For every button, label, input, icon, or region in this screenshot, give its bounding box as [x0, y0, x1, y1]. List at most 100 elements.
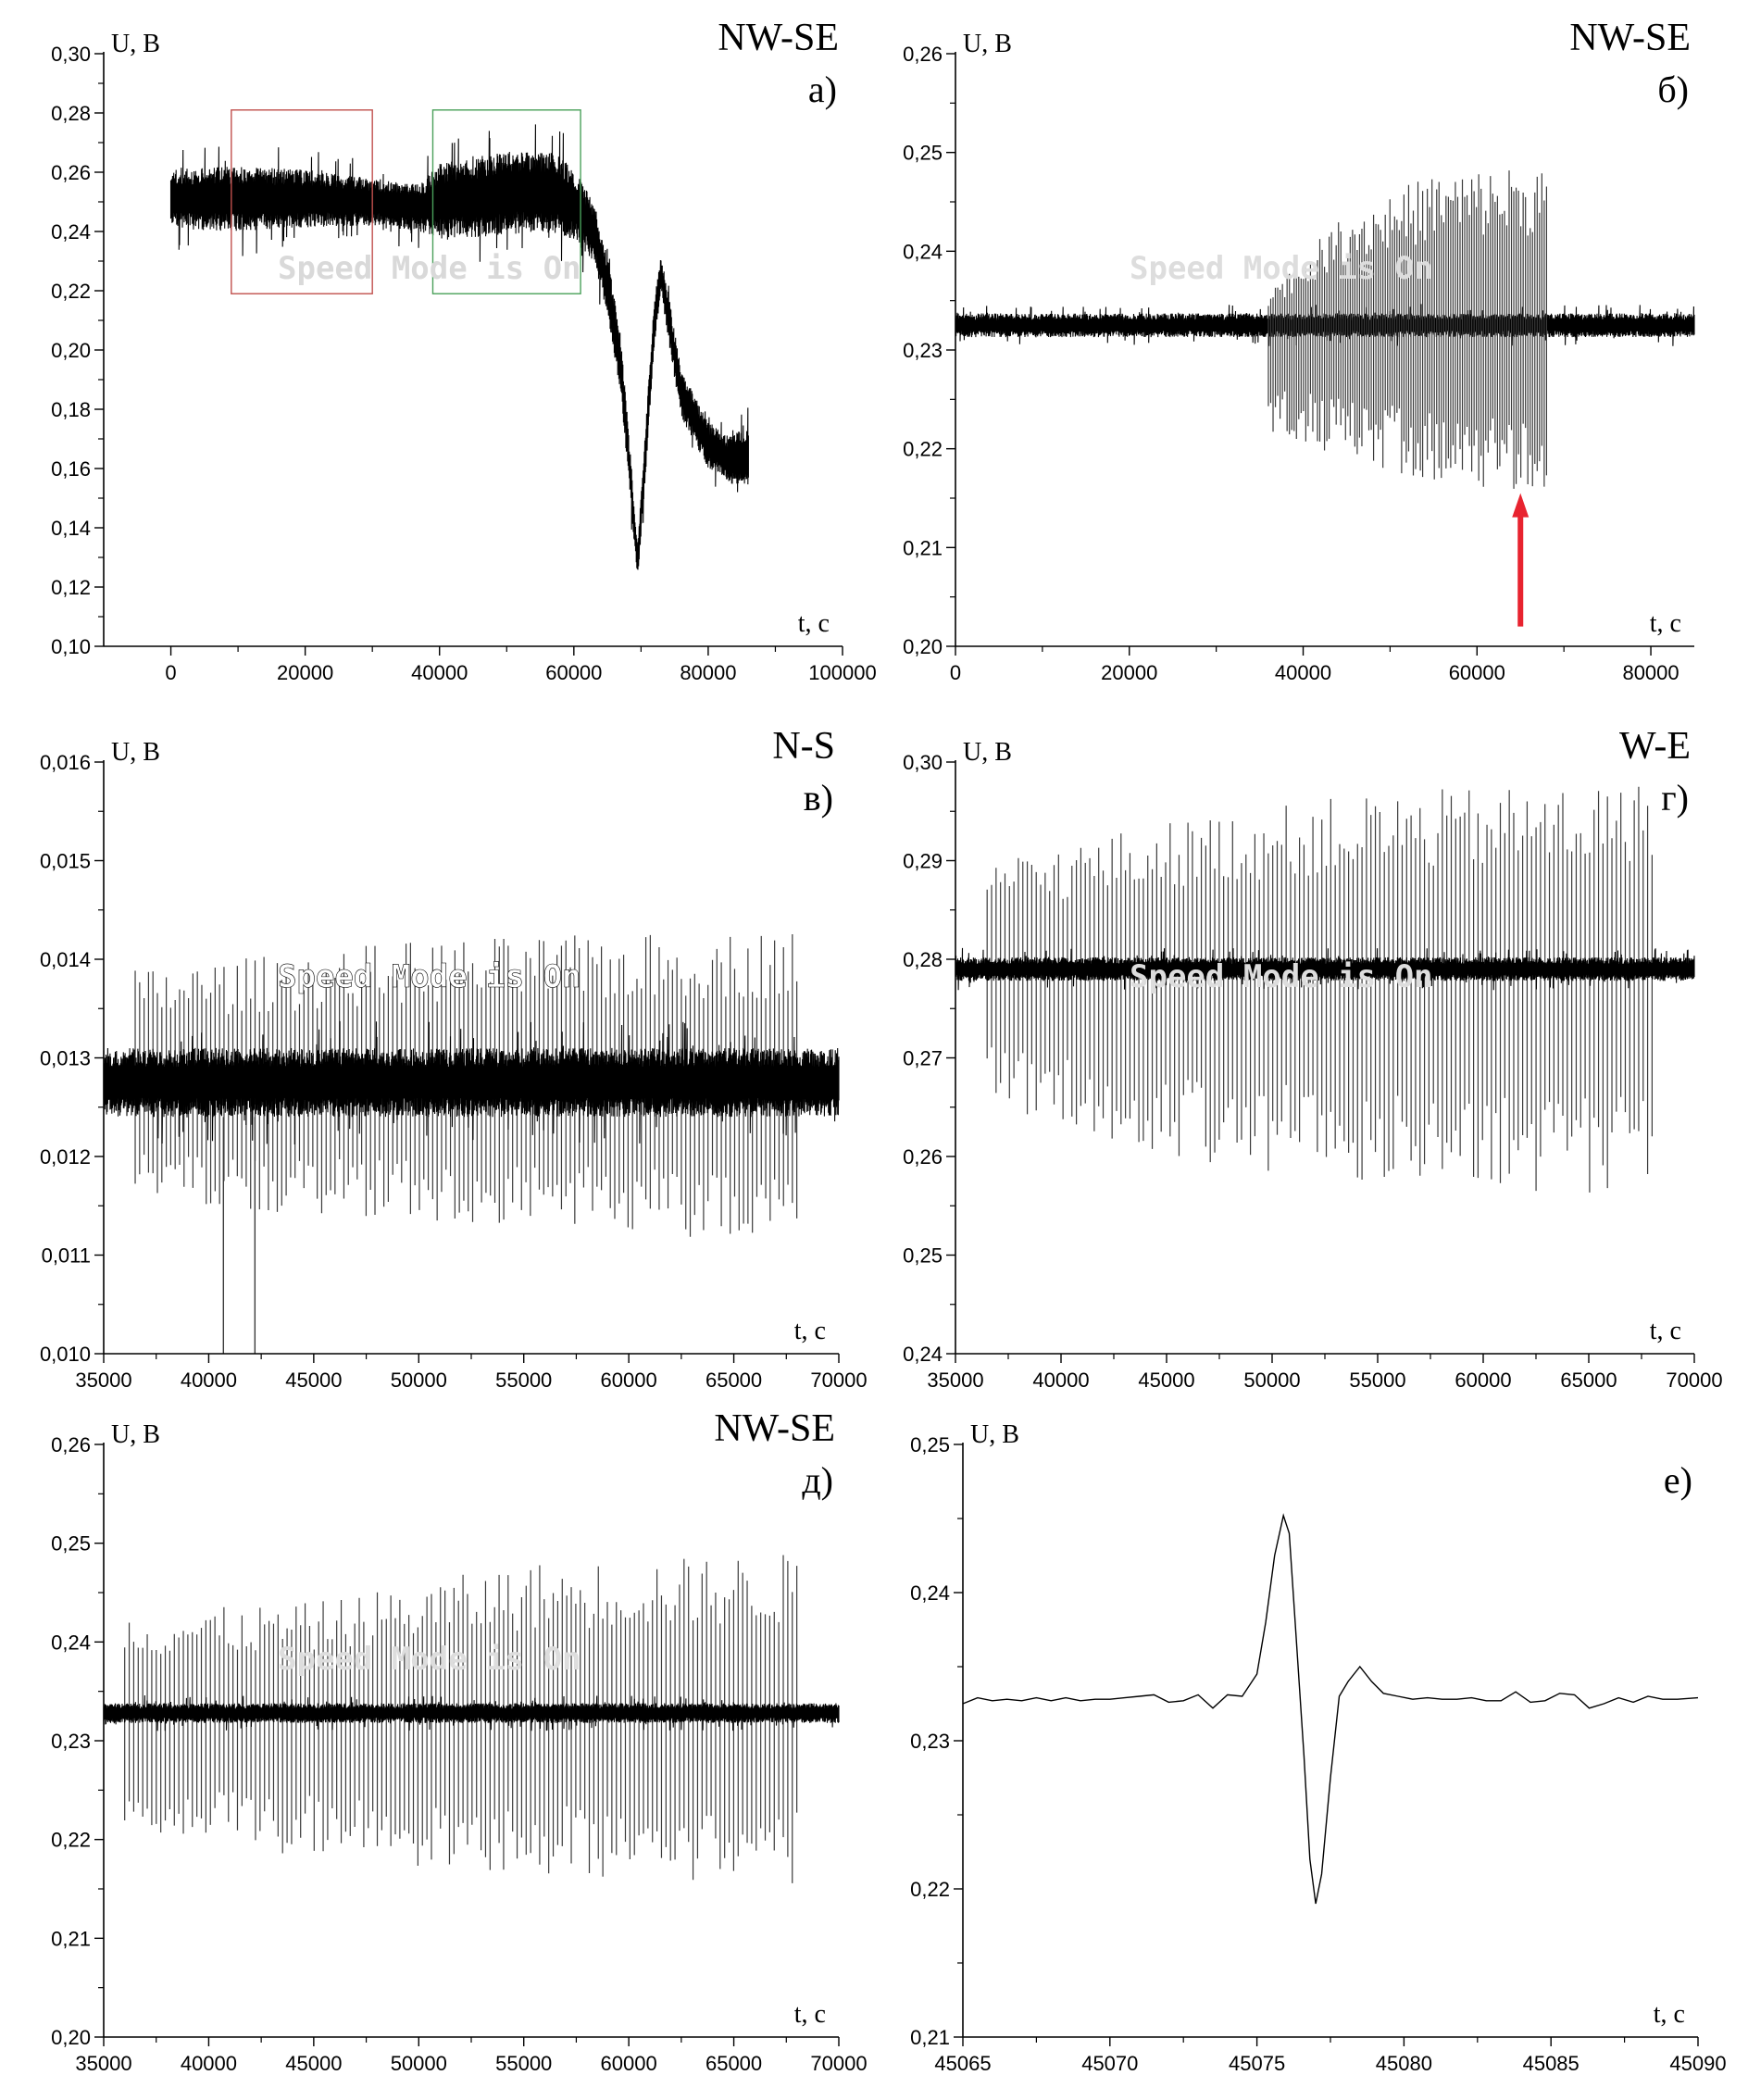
- y-axis-label: U, В: [963, 30, 1012, 58]
- plot-area: [103, 933, 840, 1354]
- y-tick-label: 0,20: [51, 2026, 91, 2049]
- y-tick-label: 0,26: [51, 1433, 91, 1456]
- x-tick-label: 45090: [1669, 2052, 1726, 2075]
- y-tick-label: 0,22: [51, 1829, 91, 1852]
- watermark-text: Speed Mode is On: [278, 1641, 581, 1678]
- plot-area: [955, 786, 1695, 1193]
- red-arrow-annotation: [1512, 493, 1530, 627]
- x-tick-label: 45000: [285, 1369, 342, 1392]
- x-tick-label: 40000: [181, 2052, 237, 2075]
- x-axis-label: t, с: [1650, 609, 1681, 638]
- y-tick-label: 0,22: [910, 1878, 950, 1901]
- y-tick-label: 0,015: [40, 850, 91, 873]
- y-tick-label: 0,30: [903, 751, 943, 774]
- y-tick-label: 0,25: [910, 1433, 950, 1456]
- y-tick-label: 0,16: [51, 457, 91, 481]
- plot-area: [103, 1555, 840, 1883]
- x-tick-label: 45080: [1376, 2052, 1432, 2075]
- x-tick-label: 40000: [181, 1369, 237, 1392]
- y-tick-label: 0,12: [51, 576, 91, 599]
- y-axis-label: U, В: [111, 30, 160, 58]
- y-tick-label: 0,27: [903, 1047, 943, 1070]
- watermark-text: Speed Mode is On: [278, 958, 581, 995]
- y-tick-label: 0,011: [42, 1244, 91, 1268]
- y-tick-label: 0,24: [903, 240, 943, 263]
- x-tick-label: 35000: [75, 1369, 131, 1392]
- orientation-label: NW-SE: [718, 17, 839, 59]
- axes: 0,24 0,25 0,26 0,27 0,28 0,29 0,30 35000 40000 45…: [903, 738, 1722, 1392]
- signal-series: [169, 124, 749, 570]
- signal-series: [103, 1694, 840, 1731]
- y-tick-label: 0,21: [51, 1927, 91, 1950]
- chart-panel-e: Speed Mode is On 0,20 0,21 0,22 0,23 0,24 0,25…: [51, 1407, 867, 2075]
- signal-trace: [103, 1694, 840, 1731]
- x-tick-label: 35000: [75, 2052, 131, 2075]
- axes: 0,10 0,12 0,14 0,16 0,18 0,20 0,22 0,24 0,26 0,28…: [51, 30, 877, 684]
- plot-area: [962, 1513, 1699, 1905]
- y-tick-label: 0,25: [903, 142, 943, 165]
- x-tick-label: 70000: [1666, 1369, 1722, 1392]
- chart-panel-a: Speed Mode is On 0,10 0,12 0,14 0,16 0,18 0,20…: [51, 17, 877, 684]
- panel-label: а): [808, 69, 837, 110]
- y-tick-label: 0,22: [51, 280, 91, 303]
- x-axis-label: t, с: [1654, 2000, 1685, 2029]
- y-tick-label: 0,013: [40, 1047, 91, 1070]
- signal-series: [103, 1020, 840, 1145]
- watermark-text: Speed Mode is On: [1130, 250, 1433, 287]
- x-tick-label: 70000: [810, 1369, 867, 1392]
- x-tick-label: 40000: [1275, 661, 1331, 684]
- y-axis-label: U, В: [970, 1420, 1019, 1449]
- x-tick-label: 55000: [1349, 1369, 1405, 1392]
- y-tick-label: 0,016: [40, 751, 91, 774]
- x-tick-label: 55000: [495, 2052, 552, 2075]
- y-tick-label: 0,21: [910, 2026, 950, 2049]
- y-axis-label: U, В: [963, 738, 1012, 767]
- watermark-text: Speed Mode is On: [1130, 958, 1433, 995]
- x-tick-label: 40000: [411, 661, 468, 684]
- signal-trace: [103, 1020, 840, 1145]
- x-axis-label: t, с: [794, 1317, 826, 1345]
- axes: 0,21 0,22 0,23 0,24 0,25 45065 45070 45075 45080…: [910, 1420, 1726, 2075]
- x-axis-label: t, с: [798, 609, 830, 638]
- axes: 0,010 0,011 0,012 0,013 0,014 0,015 0,016 35000…: [40, 738, 868, 1392]
- y-tick-label: 0,28: [903, 948, 943, 971]
- signal-trace: [955, 947, 1695, 991]
- highlight-box: [431, 109, 581, 294]
- y-tick-label: 0,25: [51, 1532, 91, 1556]
- axes: 0,20 0,21 0,22 0,23 0,24 0,25 0,26 35000 40000 45…: [51, 1420, 867, 2075]
- y-tick-label: 0,29: [903, 850, 943, 873]
- x-tick-label: 0: [165, 661, 176, 684]
- y-tick-label: 0,30: [51, 43, 91, 66]
- orientation-label: N-S: [772, 725, 835, 768]
- chart-panel-f: 0,21 0,22 0,23 0,24 0,25 45065 45070 45075 45080…: [910, 1420, 1726, 2075]
- y-tick-label: 0,26: [51, 161, 91, 184]
- panel-label: б): [1657, 69, 1689, 110]
- plot-area: [169, 124, 749, 570]
- orientation-label: W-E: [1619, 725, 1691, 768]
- x-tick-label: 50000: [391, 2052, 447, 2075]
- y-tick-label: 0,20: [51, 339, 91, 362]
- spike-series: [1267, 170, 1548, 489]
- x-tick-label: 45065: [934, 2052, 991, 2075]
- x-axis-label: t, с: [1650, 1317, 1681, 1345]
- panel-label: в): [804, 777, 833, 819]
- x-tick-label: 80000: [1622, 661, 1679, 684]
- orientation-label: NW-SE: [1569, 17, 1691, 59]
- signal-trace: [962, 1513, 1699, 1905]
- x-tick-label: 45070: [1081, 2052, 1138, 2075]
- y-tick-label: 0,14: [51, 517, 91, 540]
- y-tick-label: 0,20: [903, 635, 943, 658]
- y-tick-label: 0,18: [51, 398, 91, 421]
- x-tick-label: 50000: [1243, 1369, 1300, 1392]
- x-tick-label: 45000: [1138, 1369, 1194, 1392]
- signal-series: [962, 1513, 1699, 1905]
- x-tick-label: 60000: [601, 1369, 657, 1392]
- chart-panel-d: Speed Mode is On 0,24 0,25 0,26 0,27 0,28 0,29…: [903, 725, 1722, 1392]
- x-tick-label: 65000: [705, 2052, 762, 2075]
- y-tick-label: 0,26: [903, 1145, 943, 1169]
- plot-area: [955, 170, 1695, 489]
- x-tick-label: 80000: [680, 661, 736, 684]
- x-tick-label: 60000: [1449, 661, 1505, 684]
- y-tick-label: 0,24: [903, 1343, 943, 1366]
